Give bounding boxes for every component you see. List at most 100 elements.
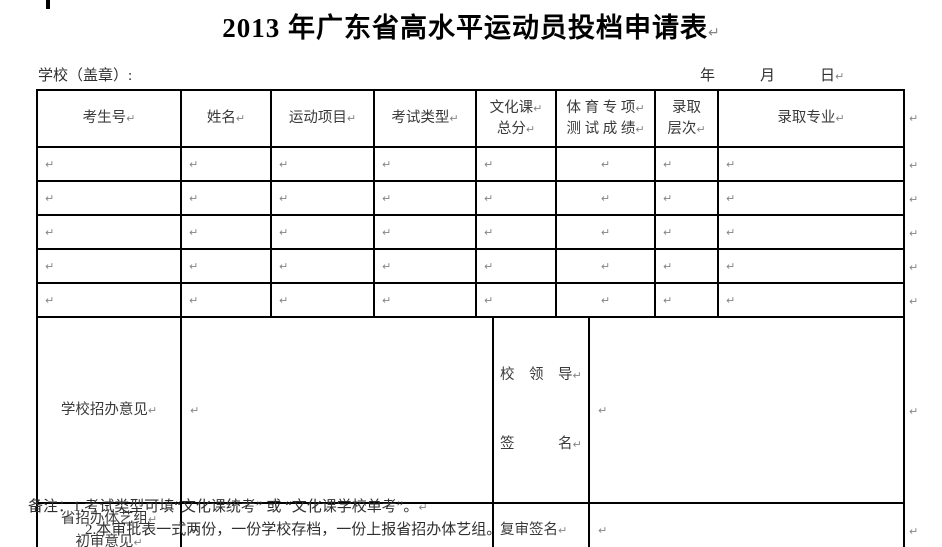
empty-cell[interactable]: ↵ [656, 182, 719, 216]
paragraph-mark: ↵ [726, 191, 736, 205]
paragraph-mark: ↵ [635, 101, 645, 115]
empty-cell[interactable]: ↵ [36, 250, 182, 284]
empty-cell[interactable]: ↵ [36, 182, 182, 216]
paragraph-mark: ↵ [484, 259, 494, 273]
paragraph-mark: ↵ [382, 191, 392, 205]
empty-cell[interactable]: ↵ [719, 182, 905, 216]
empty-cell[interactable]: ↵ [375, 148, 477, 182]
empty-cell[interactable]: ↵ [719, 148, 905, 182]
empty-cell[interactable]: ↵ [375, 284, 477, 318]
empty-cell[interactable]: ↵ [656, 284, 719, 318]
note-item: 2.本审批表一式两份，一份学校存档，一份上报省招办体艺组。↵ [85, 522, 511, 538]
paragraph-mark: ↵ [126, 112, 136, 125]
empty-cell[interactable]: ↵ [375, 182, 477, 216]
paragraph-mark: ↵ [663, 157, 673, 171]
empty-cell[interactable]: ↵ [656, 216, 719, 250]
paragraph-mark: ↵ [189, 191, 199, 205]
paragraph-mark: ↵ [909, 226, 919, 240]
paragraph-mark: ↵ [600, 259, 611, 273]
empty-cell[interactable]: ↵ [182, 216, 272, 250]
paragraph-mark: ↵ [147, 512, 158, 526]
header-sport-event: 运动项目↵ [272, 89, 375, 148]
empty-cell[interactable]: ↵ [719, 284, 905, 318]
paragraph-mark: ↵ [708, 25, 720, 41]
paragraph-mark: ↵ [147, 403, 158, 417]
empty-cell[interactable]: ↵ [272, 148, 375, 182]
date-label: 年 月 日↵ [700, 68, 845, 84]
note-item: 备注：1.考试类型可填“文化课统考” 或 “文化课学校单考”。↵ [28, 499, 428, 515]
row-end-mark: ↵ [905, 318, 939, 504]
empty-cell[interactable]: ↵ [182, 250, 272, 284]
empty-cell[interactable]: ↵ [656, 250, 719, 284]
paragraph-mark: ↵ [45, 191, 55, 205]
empty-cell[interactable]: ↵ [557, 216, 656, 250]
empty-cell[interactable]: ↵ [477, 148, 557, 182]
paragraph-mark: ↵ [45, 157, 55, 171]
paragraph-mark: ↵ [635, 122, 645, 136]
paragraph-mark: ↵ [45, 225, 55, 239]
empty-cell[interactable]: ↵ [182, 284, 272, 318]
paragraph-mark: ↵ [190, 524, 200, 537]
empty-cell[interactable]: ↵ [375, 216, 477, 250]
label-provincial-group-opinion: 省招办体艺组↵ 初审意见↵ [36, 504, 182, 547]
empty-cell[interactable]: ↵ [477, 250, 557, 284]
approval-table: 学校招办意见↵ ↵ 校 领 导↵ 签 名↵ ↵ ↵ 省招办体艺组↵ 初审意见↵ … [36, 318, 939, 547]
paragraph-mark: ↵ [572, 369, 582, 382]
paragraph-mark: ↵ [663, 259, 673, 273]
paragraph-mark: ↵ [189, 293, 199, 307]
empty-cell[interactable]: ↵ [477, 284, 557, 318]
paragraph-mark: ↵ [501, 524, 511, 537]
empty-cell[interactable]: ↵ [36, 284, 182, 318]
paragraph-mark: ↵ [382, 293, 392, 307]
header-sports-test-score: 体 育 专 项↵ 测 试 成 绩↵ [557, 89, 656, 148]
application-table: 考生号↵ 姓名↵ 运动项目↵ 考试类型↵ 文化课↵ 总分↵ 体 育 专 项↵ 测… [36, 89, 939, 318]
cell-school-admission-opinion[interactable]: ↵ [182, 318, 494, 504]
empty-cell[interactable]: ↵ [477, 216, 557, 250]
paragraph-mark: ↵ [909, 192, 919, 206]
empty-cell[interactable]: ↵ [557, 284, 656, 318]
empty-cell[interactable]: ↵ [36, 216, 182, 250]
empty-cell[interactable]: ↵ [719, 250, 905, 284]
table-row: ↵ ↵ ↵ ↵ ↵ ↵ ↵ ↵ ↵ [36, 284, 939, 318]
paragraph-mark: ↵ [235, 112, 246, 125]
row-end-mark: ↵ [905, 216, 939, 250]
paragraph-mark: ↵ [600, 191, 611, 205]
empty-cell[interactable]: ↵ [182, 148, 272, 182]
table-row: 学校招办意见↵ ↵ 校 领 导↵ 签 名↵ ↵ ↵ [36, 318, 939, 504]
paragraph-mark: ↵ [189, 259, 199, 273]
empty-cell[interactable]: ↵ [557, 148, 656, 182]
label-review-signature: 复审签名↵ [494, 504, 590, 547]
row-end-mark: ↵ [905, 284, 939, 318]
empty-cell[interactable]: ↵ [272, 250, 375, 284]
paragraph-mark: ↵ [382, 157, 392, 171]
paragraph-mark: ↵ [726, 157, 736, 171]
paragraph-mark: ↵ [600, 157, 611, 171]
empty-cell[interactable]: ↵ [182, 182, 272, 216]
label-school-admission-opinion: 学校招办意见↵ [36, 318, 182, 504]
empty-cell[interactable]: ↵ [557, 182, 656, 216]
empty-cell[interactable]: ↵ [557, 250, 656, 284]
paragraph-mark: ↵ [346, 112, 357, 125]
header-culture-total-score: 文化课↵ 总分↵ [477, 89, 557, 148]
table-row: 省招办体艺组↵ 初审意见↵ ↵ 复审签名↵ ↵ ↵ [36, 504, 939, 547]
empty-cell[interactable]: ↵ [719, 216, 905, 250]
cell-school-leader-signature[interactable]: ↵ [590, 318, 905, 504]
label-school-leader-signature: 校 领 导↵ 签 名↵ [494, 318, 590, 504]
paragraph-mark: ↵ [696, 122, 706, 136]
cell-review-signature[interactable]: ↵ [590, 504, 905, 547]
empty-cell[interactable]: ↵ [272, 284, 375, 318]
empty-cell[interactable]: ↵ [477, 182, 557, 216]
paragraph-mark: ↵ [726, 293, 736, 307]
paragraph-mark: ↵ [598, 403, 608, 417]
empty-cell[interactable]: ↵ [272, 216, 375, 250]
paragraph-mark: ↵ [558, 524, 568, 537]
empty-cell[interactable]: ↵ [272, 182, 375, 216]
empty-cell[interactable]: ↵ [375, 250, 477, 284]
school-seal-label: 学校（盖章）: [38, 68, 133, 84]
empty-cell[interactable]: ↵ [36, 148, 182, 182]
paragraph-mark: ↵ [663, 191, 673, 205]
cell-provincial-group-opinion[interactable]: ↵ [182, 504, 494, 547]
empty-cell[interactable]: ↵ [656, 148, 719, 182]
paragraph-mark: ↵ [663, 225, 673, 239]
